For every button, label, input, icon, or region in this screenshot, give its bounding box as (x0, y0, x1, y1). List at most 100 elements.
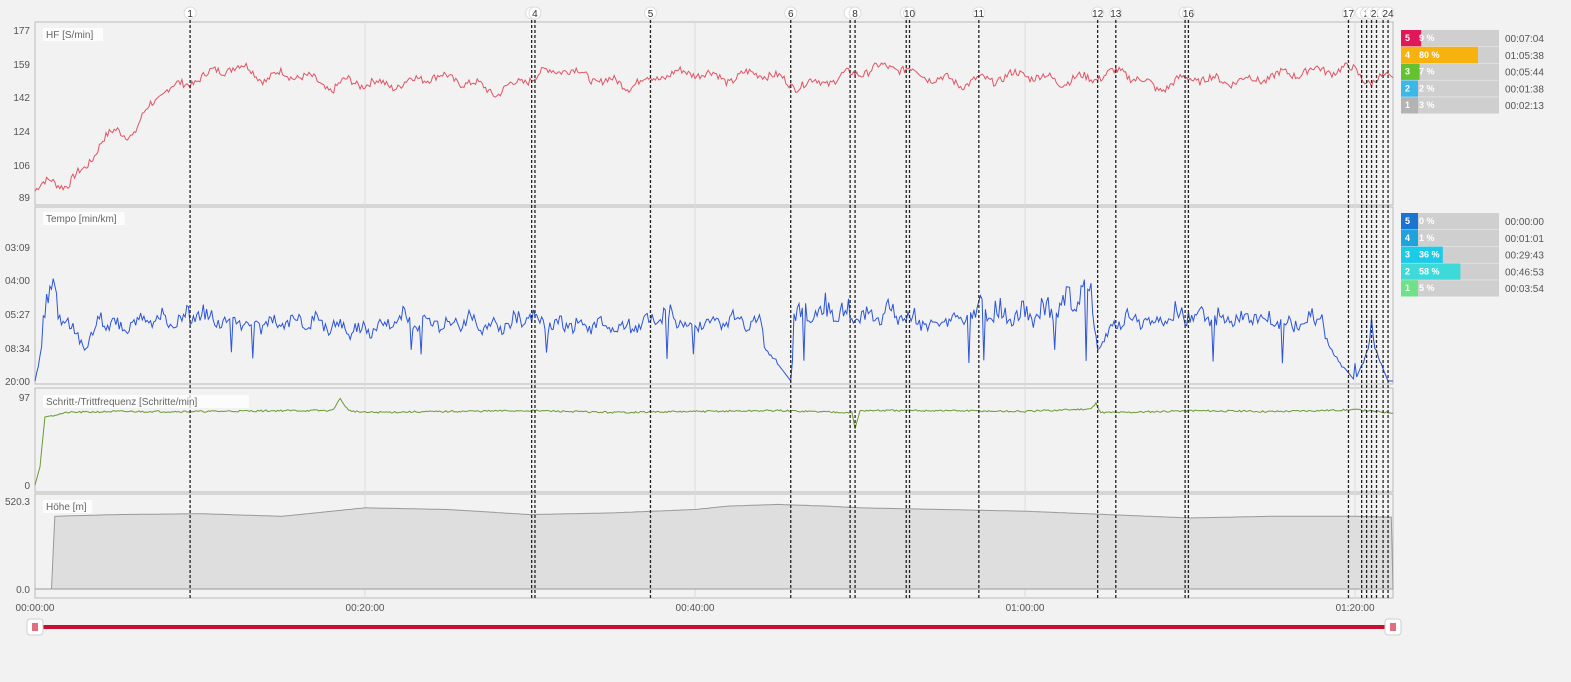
hr-zone-pct: 80 % (1419, 50, 1440, 60)
hr-zone-pct-bar-2 (1414, 80, 1418, 97)
range-handle-start[interactable] (26, 618, 44, 636)
lap-marker-badge[interactable] (903, 6, 917, 20)
hr-zone-pct: 2 % (1419, 83, 1435, 93)
pace-y-tick: 05:27 (5, 310, 30, 321)
lap-marker-badge[interactable] (1181, 6, 1195, 20)
hr-zone-pct: 3 % (1419, 100, 1435, 110)
altitude-y-tick: 0.0 (16, 585, 30, 596)
lap-marker-label: 24 (1382, 9, 1394, 20)
hr-zone-time: 01:05:38 (1505, 51, 1544, 62)
zone-summaries: 5 9 % 00:07:04 4 80 % 01:05:38 3 7 % 00:05:44 2 2 … (1401, 30, 1544, 297)
pace-zone-pct: 58 % (1419, 266, 1440, 276)
pace-title-bg (43, 212, 125, 225)
hr-zone-num: 5 (1405, 33, 1410, 43)
lap-marker-badge[interactable] (643, 6, 657, 20)
hr-zone-num-box-3 (1401, 63, 1414, 80)
altitude-y-tick: 520.3 (5, 497, 30, 508)
pace-zone-num: 4 (1405, 233, 1410, 243)
lap-marker-label: 10 (904, 9, 916, 20)
hr-zone-time: 00:01:38 (1505, 84, 1544, 95)
panel-titles: HF [S/min] Tempo [min/km] Schritt-/Trittfr… (43, 28, 249, 513)
pace-y-tick: 04:00 (5, 276, 30, 287)
hr-zone-pct: 7 % (1419, 67, 1435, 77)
hr-zone-num: 1 (1405, 100, 1410, 110)
hr-zone-bg-1 (1401, 97, 1499, 114)
lap-marker-label: 12 (1092, 9, 1104, 20)
altitude-title: Höhe [m] (46, 502, 87, 513)
lap-marker-badge[interactable] (1381, 6, 1395, 20)
lap-marker-badge[interactable] (784, 6, 798, 20)
pace-zone-num: 3 (1405, 250, 1410, 260)
pace-zone-pct-bar-4 (1414, 229, 1418, 247)
hr-zone-num-box-5 (1401, 30, 1414, 47)
hr-zone-num-box-4 (1401, 46, 1414, 64)
hr-zone-bg-5 (1401, 30, 1499, 47)
lap-marker-label: 13 (1110, 9, 1122, 20)
panel-cad (34, 387, 1394, 493)
pace-zone-time: 00:29:43 (1505, 251, 1544, 262)
x-tick-label: 00:40:00 (676, 603, 715, 614)
pace-zone-pct-bar-1 (1414, 280, 1418, 297)
altitude-title-bg (43, 500, 93, 513)
pace-zone-time: 00:46:53 (1505, 267, 1544, 278)
hr-zone-num-box-1 (1401, 97, 1414, 114)
hr-y-tick: 142 (13, 93, 30, 104)
lap-marker-label: 1 (187, 9, 193, 20)
pace-y-tick: 20:00 (5, 377, 30, 388)
hr-zone-pct-bar-5 (1414, 30, 1422, 47)
hr-y-tick: 89 (19, 193, 31, 204)
lap-marker-label: 22 (1371, 9, 1383, 20)
hr-zone-num: 3 (1405, 67, 1410, 77)
hr-y-tick: 177 (13, 26, 30, 37)
hr-zone-bg-2 (1401, 80, 1499, 97)
pace-series-line (34, 278, 1393, 383)
hr-zone-pct-bar-1 (1414, 97, 1418, 114)
lap-marker-badge[interactable] (972, 6, 986, 20)
cadence-title: Schritt-/Trittfrequenz [Schritte/min] (46, 397, 198, 408)
lap-marker-badge[interactable] (1341, 6, 1355, 20)
pace-zone-time: 00:03:54 (1505, 284, 1544, 295)
lap-marker-label: 4 (532, 9, 538, 20)
hr-zone-time: 00:02:13 (1505, 101, 1544, 112)
hr-y-tick: 106 (13, 161, 30, 172)
panel-hr (34, 21, 1394, 206)
pace-zone-pct: 36 % (1419, 250, 1440, 260)
x-tick-label: 00:20:00 (346, 603, 385, 614)
pace-zone-time: 00:00:00 (1505, 217, 1544, 228)
pace-zone-pct: 5 % (1419, 283, 1435, 293)
pace-zone-pct: 1 % (1419, 233, 1435, 243)
lap-marker-badge[interactable] (1109, 6, 1123, 20)
lap-marker-label: 11 (974, 9, 985, 20)
pace-y-tick: 08:34 (5, 344, 30, 355)
pace-zone-num: 2 (1405, 266, 1410, 276)
lap-marker-badge[interactable] (528, 6, 542, 20)
hr-zone-pct-bar-4 (1414, 46, 1478, 64)
panel-pace (34, 206, 1394, 385)
pace-zone-num-box-3 (1401, 246, 1414, 263)
pace-title: Tempo [min/km] (46, 214, 117, 225)
hr-zone-num: 2 (1405, 83, 1410, 93)
hr-title: HF [S/min] (46, 30, 93, 41)
hr-title-bg (43, 28, 103, 41)
lap-marker-badge[interactable] (1091, 6, 1105, 20)
pace-zone-num-box-2 (1401, 263, 1414, 280)
lap-marker-badge[interactable] (183, 6, 197, 20)
pace-zone-num-box-4 (1401, 229, 1414, 247)
gridlines (364, 22, 1356, 598)
pace-y-tick: 03:09 (5, 243, 30, 254)
data-lines (34, 62, 1394, 590)
range-handle-end[interactable] (1384, 618, 1402, 636)
pace-zone-num: 1 (1405, 283, 1410, 293)
lap-marker-badge[interactable] (848, 6, 862, 20)
cadence-series-line (34, 397, 1394, 486)
pace-zone-bg-1 (1401, 280, 1499, 297)
altitude-series-area (35, 503, 1394, 590)
hr-zone-num-box-2 (1401, 80, 1414, 97)
pace-zone-bg-4 (1401, 229, 1499, 247)
pace-zone-pct: 0 % (1419, 216, 1435, 226)
pace-zone-pct-bar-5 (1414, 213, 1418, 230)
lap-marker-label: 17 (1343, 9, 1355, 20)
pace-zone-num-box-1 (1401, 280, 1414, 297)
hr-series-line (34, 62, 1394, 192)
hr-zone-time: 00:05:44 (1505, 68, 1544, 79)
